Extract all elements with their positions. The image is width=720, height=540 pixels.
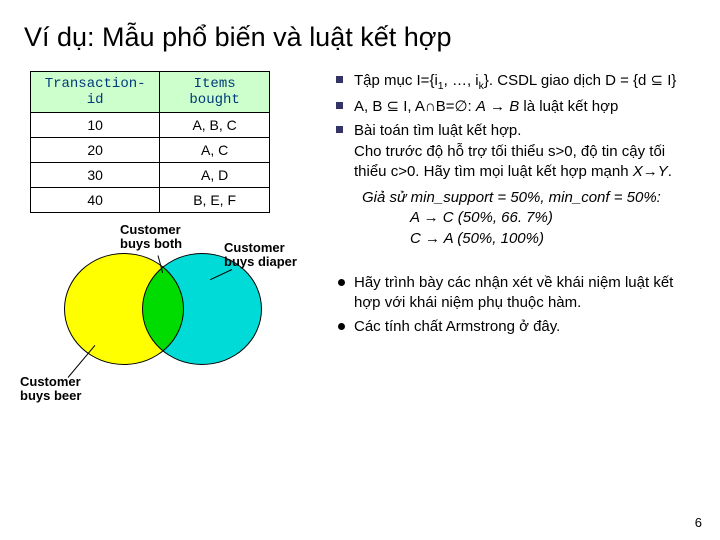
bullet-item: A, B ⊆ I, A∩B=∅: A → B là luật kết hợp (336, 97, 696, 117)
label-beer: Customerbuys beer (20, 375, 81, 404)
th-tid: Transaction-id (31, 72, 160, 113)
slide-title: Ví dụ: Mẫu phổ biến và luật kết hợp (24, 22, 696, 53)
table-row: 20A, C (31, 138, 270, 163)
venn-circle-diaper (142, 253, 262, 365)
table-row: 10A, B, C (31, 113, 270, 138)
label-both: Customerbuys both (120, 223, 182, 252)
bottom-bullets: Hãy trình bày các nhận xét về khái niệm … (336, 273, 696, 338)
table-row: 30A, D (31, 163, 270, 188)
bullet-item: Bài toán tìm luật kết hợp.Cho trước độ h… (336, 121, 696, 182)
transactions-table: Transaction-id Items bought 10A, B, C 20… (30, 71, 270, 213)
bullet-item: Tập mục I={i1, …, ik}. CSDL giao dịch D … (336, 71, 696, 93)
bullet-item: Các tính chất Armstrong ở đây. (336, 317, 696, 337)
page-number: 6 (695, 515, 702, 530)
assume-block: Giả sử min_support = 50%, min_conf = 50%… (336, 188, 696, 249)
table-row: 40B, E, F (31, 188, 270, 213)
venn-diagram: Customerbuys both Customerbuys diaper Cu… (24, 229, 324, 399)
right-column: Tập mục I={i1, …, ik}. CSDL giao dịch D … (336, 71, 696, 399)
label-diaper: Customerbuys diaper (224, 241, 297, 270)
bullet-item: Hãy trình bày các nhận xét về khái niệm … (336, 273, 696, 314)
left-column: Transaction-id Items bought 10A, B, C 20… (24, 71, 324, 399)
th-items: Items bought (160, 72, 270, 113)
top-bullets: Tập mục I={i1, …, ik}. CSDL giao dịch D … (336, 71, 696, 182)
